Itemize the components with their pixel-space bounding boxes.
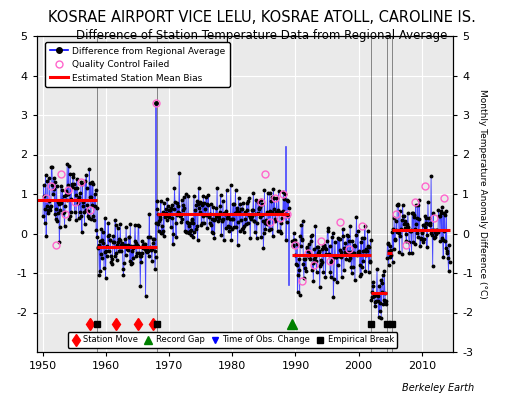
Text: KOSRAE AIRPORT VICE LELU, KOSRAE ATOLL, CAROLINE IS.: KOSRAE AIRPORT VICE LELU, KOSRAE ATOLL, … — [48, 10, 476, 25]
Text: Difference of Station Temperature Data from Regional Average: Difference of Station Temperature Data f… — [77, 29, 447, 42]
Text: Berkeley Earth: Berkeley Earth — [402, 383, 474, 393]
Legend: Station Move, Record Gap, Time of Obs. Change, Empirical Break: Station Move, Record Gap, Time of Obs. C… — [68, 332, 397, 348]
Y-axis label: Monthly Temperature Anomaly Difference (°C): Monthly Temperature Anomaly Difference (… — [478, 89, 487, 299]
